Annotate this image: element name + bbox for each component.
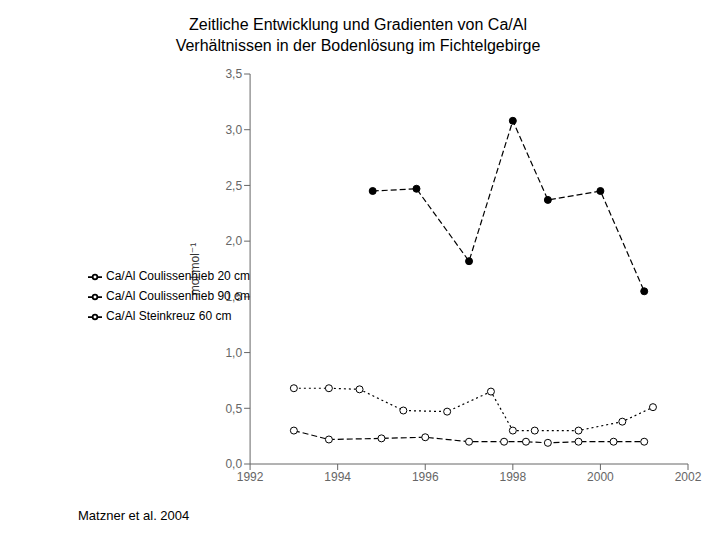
svg-text:1994: 1994 [324,470,351,484]
svg-text:3,0: 3,0 [225,123,242,137]
svg-text:2,0: 2,0 [225,234,242,248]
svg-text:0,0: 0,0 [225,457,242,471]
svg-text:2000: 2000 [587,470,614,484]
svg-text:0,5: 0,5 [225,402,242,416]
svg-text:2002: 2002 [675,470,702,484]
svg-text:1996: 1996 [412,470,439,484]
svg-text:1998: 1998 [499,470,526,484]
svg-text:1,5: 1,5 [225,290,242,304]
svg-text:1992: 1992 [237,470,264,484]
svg-text:3,5: 3,5 [225,67,242,81]
svg-text:2,5: 2,5 [225,179,242,193]
svg-text:1,0: 1,0 [225,346,242,360]
svg-text:mol mol⁻¹: mol mol⁻¹ [188,243,202,295]
